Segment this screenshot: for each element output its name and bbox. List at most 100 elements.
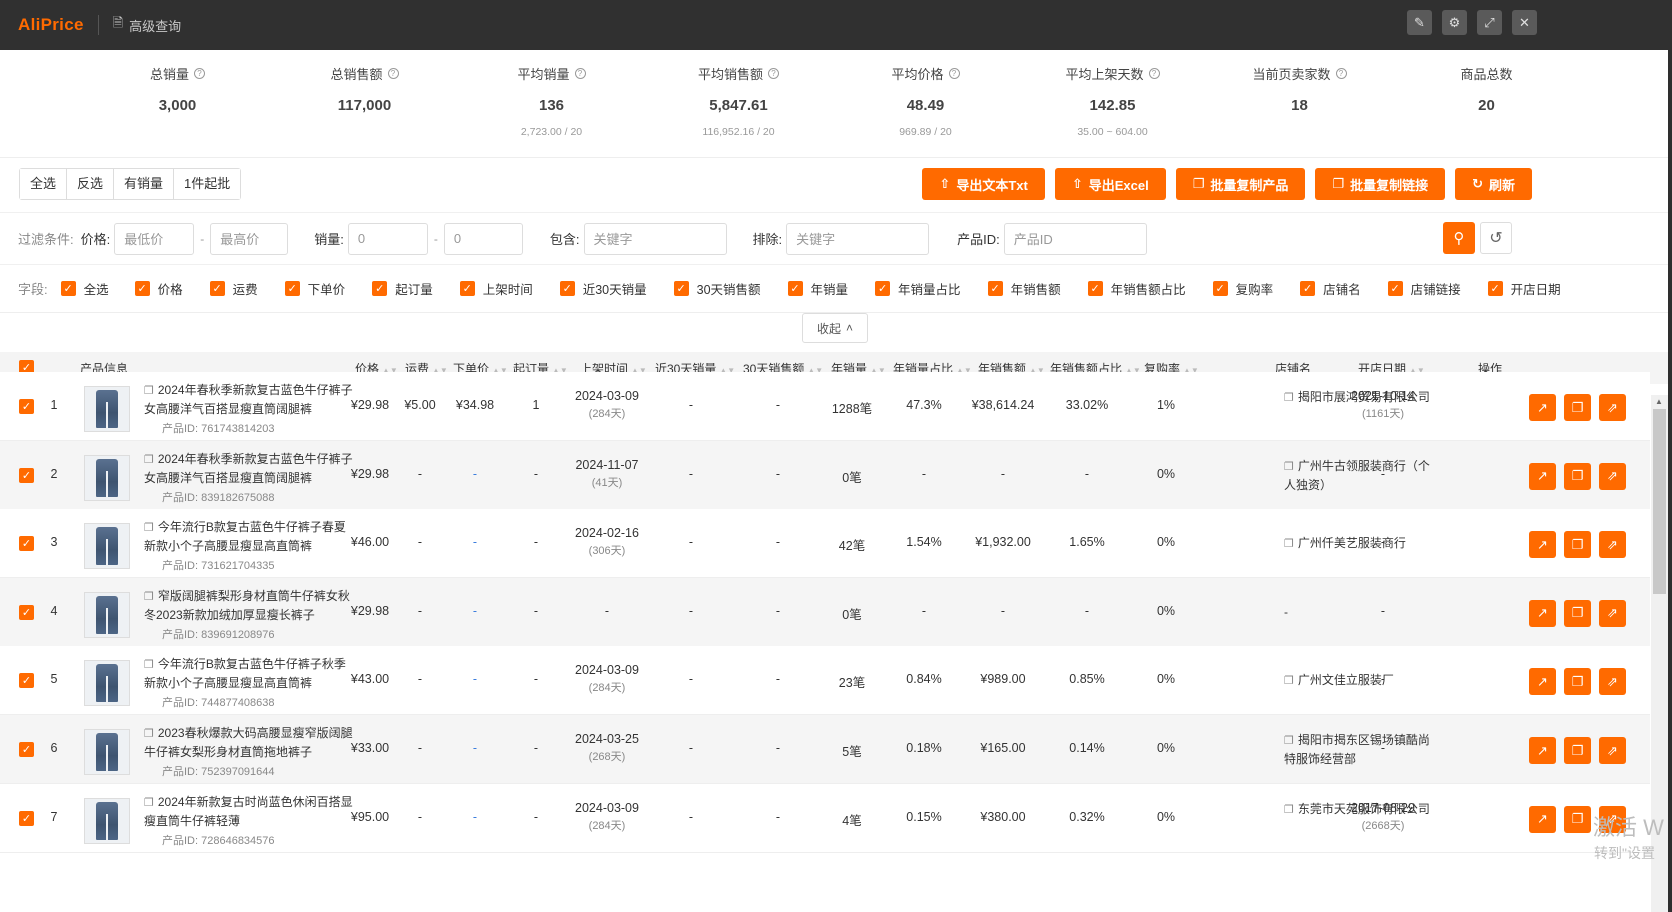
field-checkbox-item[interactable]: ✓ 年销售额 [987, 279, 1061, 298]
scroll-up-icon[interactable]: ▲ [1655, 397, 1663, 406]
copy-link-icon[interactable]: ❐ [1564, 462, 1591, 490]
field-checkbox-item[interactable]: ✓ 店铺名 [1300, 279, 1361, 298]
min-order-one-button[interactable]: 1件起批 [174, 169, 241, 199]
trend-chart-icon[interactable]: ↗ [1529, 599, 1556, 627]
copy-link-icon[interactable]: ❐ [1564, 394, 1591, 421]
shop-name[interactable]: - [1284, 603, 1434, 621]
help-icon[interactable]: ? [387, 68, 399, 79]
sort-icon[interactable]: ▲▼ [807, 366, 824, 375]
reset-icon[interactable]: ↺ [1480, 222, 1512, 254]
checkbox-checked-icon[interactable]: ✓ [60, 281, 76, 296]
copy-link-icon[interactable]: ❐ [1564, 805, 1591, 833]
copy-products-button[interactable]: ❐ 批量复制产品 [1175, 168, 1306, 200]
refresh-button[interactable]: ↻ 刷新 [1455, 168, 1532, 200]
row-checkbox[interactable]: ✓ [19, 742, 34, 757]
price-min-input[interactable]: 最低价 [114, 222, 195, 255]
shop-name[interactable]: ❐ 广州文佳立服装厂 [1284, 671, 1434, 690]
export-txt-button[interactable]: ⇧ 导出文本Txt [922, 168, 1045, 200]
external-link-icon[interactable]: ⇗ [1599, 737, 1626, 764]
product-title[interactable]: ❐ 窄版阔腿裤梨形身材直筒牛仔裤女秋冬2023新款加绒加厚显瘦长裤子 [144, 587, 354, 624]
product-thumbnail[interactable] [84, 797, 130, 844]
field-checkbox-item[interactable]: ✓ 年销售额占比 [1087, 279, 1186, 298]
product-title[interactable]: ❐ 2024年新款复古时尚蓝色休闲百搭显瘦直筒牛仔裤轻薄 [144, 793, 354, 830]
product-title[interactable]: ❐ 2024年春秋季新款复古蓝色牛仔裤子女高腰洋气百搭显瘦直筒阔腿裤 [144, 381, 354, 418]
gear-icon[interactable]: ⚙ [1442, 10, 1467, 35]
trend-chart-icon[interactable]: ↗ [1529, 668, 1556, 696]
has-sales-button[interactable]: 有销量 [114, 169, 175, 199]
field-checkbox-item[interactable]: ✓ 年销量 [787, 279, 848, 298]
copy-icon[interactable]: ❐ [144, 728, 154, 740]
product-thumbnail[interactable] [84, 591, 130, 638]
external-link-icon[interactable]: ⇗ [1599, 394, 1626, 421]
checkbox-checked-icon[interactable]: ✓ [875, 281, 891, 296]
export-excel-button[interactable]: ⇧ 导出Excel [1054, 168, 1166, 200]
table-row[interactable]: ✓ 1 ❐ 2024年春秋季新款复古蓝色牛仔裤子女高腰洋气百搭显瘦直筒阔腿裤 产品ID:… [0, 372, 1650, 441]
checkbox-checked-icon[interactable]: ✓ [284, 281, 300, 296]
scroll-thumb[interactable] [1653, 409, 1666, 594]
copy-icon[interactable]: ❐ [144, 659, 154, 672]
copy-link-icon[interactable]: ❐ [1564, 599, 1591, 627]
exclude-keyword-input[interactable]: 关键字 [786, 222, 930, 255]
field-checkbox-item[interactable]: ✓ 上架时间 [459, 279, 533, 298]
close-icon[interactable]: ✕ [1512, 10, 1537, 35]
row-checkbox[interactable]: ✓ [19, 810, 34, 826]
product-thumbnail[interactable] [84, 523, 130, 570]
field-checkbox-item[interactable]: ✓ 年销量占比 [875, 279, 961, 298]
header-select-all-checkbox[interactable]: ✓ [19, 360, 34, 375]
help-icon[interactable]: ? [948, 68, 960, 79]
table-row[interactable]: ✓ 2 ❐ 2024年春秋季新款复古蓝色牛仔裤子女高腰洋气百搭显瘦直筒阔腿裤 产品ID:… [0, 440, 1650, 510]
table-row[interactable]: ✓ 6 ❐ 2023春秋爆款大码高腰显瘦窄版阔腿牛仔裤女梨形身材直筒拖地裤子 产品ID:… [0, 715, 1650, 784]
field-checkbox-item[interactable]: ✓ 起订量 [372, 279, 433, 298]
external-link-icon[interactable]: ⇗ [1599, 531, 1626, 559]
copy-link-icon[interactable]: ❐ [1564, 668, 1591, 696]
field-checkbox-item[interactable]: ✓ 店铺链接 [1387, 279, 1461, 298]
sort-icon[interactable]: ▲▼ [1029, 366, 1045, 375]
copy-icon[interactable]: ❐ [144, 385, 154, 397]
vertical-scrollbar[interactable]: ▲ [1651, 395, 1668, 912]
sort-icon[interactable]: ▲▼ [1183, 366, 1199, 375]
copy-icon[interactable]: ❐ [1284, 392, 1294, 404]
checkbox-checked-icon[interactable]: ✓ [1300, 281, 1316, 296]
field-checkbox-item[interactable]: ✓ 运费 [209, 279, 258, 298]
field-checkbox-item[interactable]: ✓ 开店日期 [1487, 279, 1561, 298]
sort-icon[interactable]: ▲▼ [870, 366, 886, 375]
checkbox-checked-icon[interactable]: ✓ [459, 281, 475, 296]
shop-name[interactable]: ❐ 广州牛古领服装商行（个人独资） [1284, 457, 1434, 494]
copy-links-button[interactable]: ❐ 批量复制链接 [1315, 168, 1446, 200]
checkbox-checked-icon[interactable]: ✓ [987, 281, 1003, 296]
product-title[interactable]: ❐ 2024年春秋季新款复古蓝色牛仔裤子女高腰洋气百搭显瘦直筒阔腿裤 [144, 450, 354, 487]
copy-icon[interactable]: ❐ [1284, 538, 1294, 551]
edit-icon[interactable]: ✎ [1407, 10, 1432, 35]
sales-min-input[interactable]: 0 [347, 222, 428, 255]
product-title[interactable]: ❐ 今年流行B款复古蓝色牛仔裤子春夏新款小个子高腰显瘦显高直筒裤 [144, 518, 354, 555]
row-checkbox[interactable]: ✓ [19, 467, 34, 483]
sort-icon[interactable]: ▲▼ [1125, 366, 1141, 375]
sort-icon[interactable]: ▲▼ [552, 366, 568, 375]
field-checkbox-item[interactable]: ✓ 近30天销量 [559, 279, 647, 298]
product-thumbnail[interactable] [84, 386, 130, 432]
sort-icon[interactable]: ▲▼ [1409, 366, 1425, 375]
product-thumbnail[interactable] [84, 660, 130, 707]
expand-icon[interactable]: ⤢ [1477, 10, 1502, 35]
invert-selection-button[interactable]: 反选 [67, 169, 115, 199]
product-id-input[interactable]: 产品ID [1003, 222, 1147, 255]
trend-chart-icon[interactable]: ↗ [1529, 394, 1556, 421]
sales-max-input[interactable]: 0 [443, 222, 523, 255]
shop-name[interactable]: ❐ 广州仟美艺服装商行 [1284, 534, 1434, 553]
product-title[interactable]: ❐ 2023春秋爆款大码高腰显瘦窄版阔腿牛仔裤女梨形身材直筒拖地裤子 [144, 724, 354, 761]
external-link-icon[interactable]: ⇗ [1599, 599, 1626, 627]
price-max-input[interactable]: 最高价 [210, 222, 289, 255]
trend-chart-icon[interactable]: ↗ [1529, 462, 1556, 490]
checkbox-checked-icon[interactable]: ✓ [209, 281, 225, 296]
product-title[interactable]: ❐ 今年流行B款复古蓝色牛仔裤子秋季新款小个子高腰显瘦显高直筒裤 [144, 655, 354, 692]
copy-icon[interactable]: ❐ [1284, 675, 1294, 688]
field-checkbox-item[interactable]: ✓ 复购率 [1212, 279, 1273, 298]
help-icon[interactable]: ? [574, 68, 586, 79]
checkbox-checked-icon[interactable]: ✓ [1212, 281, 1228, 296]
help-icon[interactable]: ? [768, 68, 779, 79]
table-row[interactable]: ✓ 3 ❐ 今年流行B款复古蓝色牛仔裤子春夏新款小个子高腰显瘦显高直筒裤 产品ID: 7… [0, 509, 1650, 579]
checkbox-checked-icon[interactable]: ✓ [1087, 281, 1103, 296]
search-icon[interactable]: ⚲ [1443, 222, 1475, 254]
copy-link-icon[interactable]: ❐ [1564, 737, 1591, 764]
copy-icon[interactable]: ❐ [1284, 735, 1294, 747]
